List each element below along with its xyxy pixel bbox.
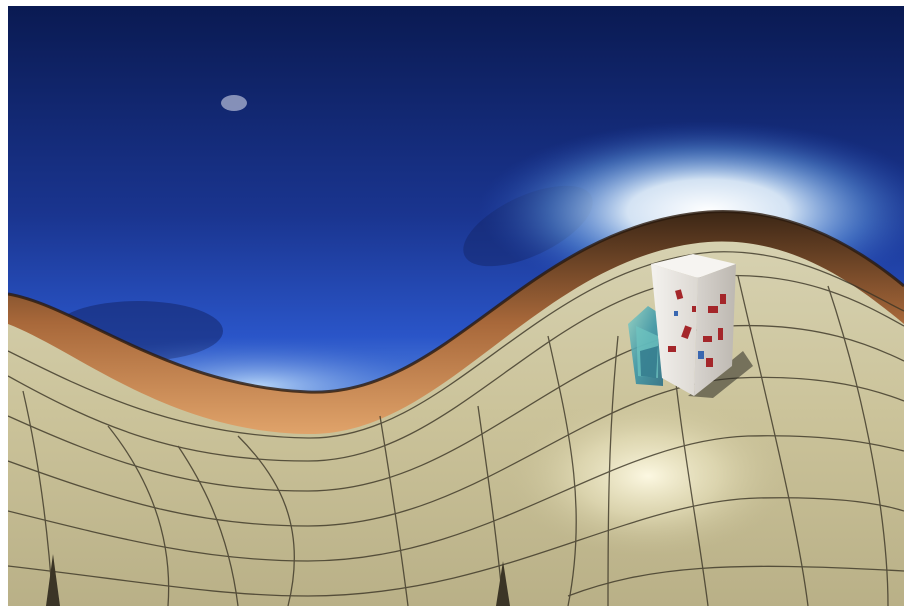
panorama-scene — [8, 6, 904, 606]
floor-grid — [8, 251, 904, 606]
floor-light-spot — [508, 396, 788, 556]
horizon-terrain — [8, 211, 904, 435]
textured-box — [651, 254, 736, 396]
glass-block — [628, 306, 663, 386]
moon — [221, 95, 247, 111]
spike-center — [496, 561, 510, 606]
spike-left — [46, 554, 60, 606]
horizon-terrain-edge — [8, 210, 904, 394]
